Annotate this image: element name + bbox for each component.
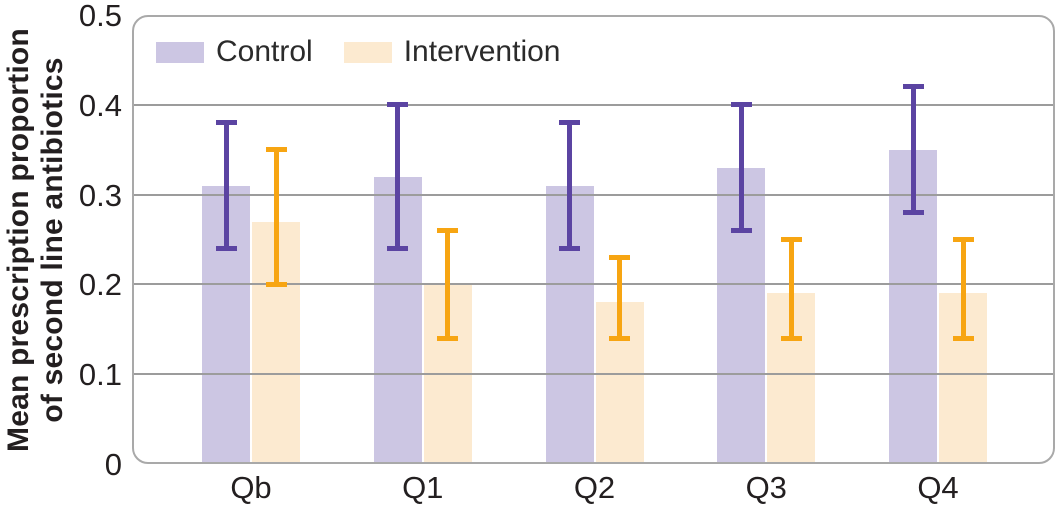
legend-item-intervention: Intervention xyxy=(343,35,561,68)
error-bar-cap xyxy=(215,245,237,251)
error-bar-line xyxy=(223,122,229,249)
error-bar-cap xyxy=(265,281,287,287)
control-swatch xyxy=(156,41,204,63)
y-tick-label: 0 xyxy=(104,447,122,482)
x-tick-label: Q1 xyxy=(402,470,444,505)
x-tick-label: Q2 xyxy=(573,470,616,505)
error-bar-line xyxy=(617,257,622,339)
y-axis-title-line2: of second line antibiotics xyxy=(36,57,69,423)
error-bar-cap xyxy=(437,335,459,341)
error-bar-cap xyxy=(609,254,630,260)
error-bar-line xyxy=(738,104,744,231)
error-bar-cap xyxy=(609,335,630,341)
gridline xyxy=(132,373,1055,376)
error-bar-cap xyxy=(952,335,974,341)
error-bar-cap xyxy=(437,228,459,234)
error-bar-cap xyxy=(730,102,752,108)
error-bar-line xyxy=(445,230,451,339)
error-bar-cap xyxy=(902,84,924,90)
error-bar-cap xyxy=(215,120,237,126)
x-tick-label: Q3 xyxy=(745,470,787,505)
y-tick-label: 0.4 xyxy=(78,87,122,123)
error-bar-line xyxy=(960,239,966,339)
error-bar-line xyxy=(395,104,401,249)
y-tick-label: 0.5 xyxy=(78,0,122,33)
error-bar-cap xyxy=(387,245,409,251)
legend-label-control: Control xyxy=(216,35,313,68)
error-bar-cap xyxy=(265,147,287,153)
error-bar-line xyxy=(567,122,572,249)
error-bars-layer xyxy=(132,15,1055,464)
error-bar-line xyxy=(788,239,794,339)
error-bar-cap xyxy=(559,120,580,126)
error-bar-line xyxy=(273,149,279,285)
error-bar-cap xyxy=(780,335,802,341)
y-tick-label: 0.1 xyxy=(78,357,122,393)
plot-area: Control Intervention xyxy=(132,15,1055,464)
gridline xyxy=(132,103,1055,106)
error-bar-line xyxy=(910,86,916,213)
intervention-swatch xyxy=(343,41,392,63)
legend-label-intervention: Intervention xyxy=(403,35,561,68)
gridlines-layer xyxy=(132,15,1055,464)
error-bar-cap xyxy=(902,210,924,216)
gridline xyxy=(132,283,1055,286)
legend-item-control: Control xyxy=(156,37,313,67)
error-bar-cap xyxy=(559,245,580,251)
y-axis-title-line1: Mean prescription proportion xyxy=(2,28,35,452)
y-axis-title: Mean prescription proportion of second l… xyxy=(2,10,70,470)
gridline xyxy=(132,193,1055,196)
x-tick-label: Q4 xyxy=(917,470,959,505)
y-tick-label: 0.2 xyxy=(78,267,122,303)
error-bar-cap xyxy=(780,237,802,242)
legend: Control Intervention xyxy=(156,37,561,67)
x-tick-label: Qb xyxy=(230,470,272,505)
error-bar-cap xyxy=(387,102,409,108)
error-bar-cap xyxy=(952,237,974,242)
error-bar-cap xyxy=(730,228,752,234)
y-tick-label: 0.3 xyxy=(78,177,122,213)
